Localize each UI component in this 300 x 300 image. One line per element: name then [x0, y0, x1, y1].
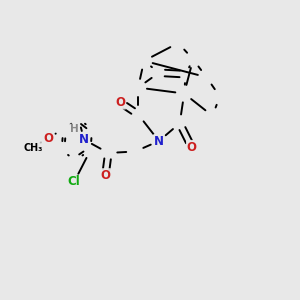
- Text: O: O: [100, 169, 110, 182]
- Text: Cl: Cl: [68, 175, 81, 188]
- Text: N: N: [79, 133, 89, 146]
- Text: O: O: [43, 132, 53, 145]
- Text: N: N: [154, 135, 164, 148]
- Text: CH₃: CH₃: [24, 142, 43, 153]
- Text: O: O: [187, 140, 196, 154]
- Text: H: H: [70, 124, 79, 134]
- Text: O: O: [115, 96, 125, 109]
